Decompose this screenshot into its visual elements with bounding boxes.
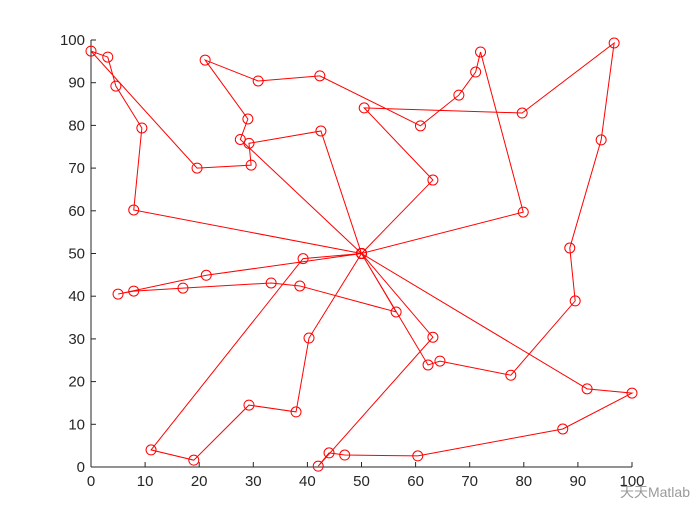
point-marker	[358, 102, 370, 114]
point-marker	[102, 51, 114, 63]
y-tick-label: 40	[68, 288, 85, 305]
point-marker	[234, 133, 246, 145]
point-marker	[517, 206, 529, 218]
point-marker	[297, 253, 309, 265]
point-marker	[422, 359, 434, 371]
point-marker	[242, 113, 254, 125]
x-tick-label: 70	[461, 473, 478, 490]
point-marker	[475, 46, 487, 58]
x-tick-label: 30	[245, 473, 262, 490]
point-marker	[200, 269, 212, 281]
point-marker	[136, 122, 148, 134]
point-marker	[608, 37, 620, 49]
point-marker	[265, 277, 277, 289]
point-marker	[314, 70, 326, 82]
point-marker	[569, 295, 581, 307]
x-tick-label: 80	[515, 473, 532, 490]
point-marker	[128, 204, 140, 216]
point-marker	[290, 406, 302, 418]
point-marker	[303, 332, 315, 344]
point-marker	[145, 444, 157, 456]
point-marker	[188, 454, 200, 466]
point-marker	[85, 45, 97, 57]
point-marker	[390, 306, 402, 318]
x-tick-label: 0	[87, 473, 95, 490]
point-marker	[199, 54, 211, 66]
point-marker	[294, 280, 306, 292]
point-marker	[315, 125, 327, 137]
y-tick-label: 10	[68, 416, 85, 433]
point-marker	[243, 399, 255, 411]
point-marker	[312, 460, 324, 472]
x-tick-label: 100	[619, 473, 644, 490]
x-tick-label: 10	[137, 473, 154, 490]
point-marker	[505, 369, 517, 381]
point-marker	[427, 331, 439, 343]
point-marker	[323, 447, 335, 459]
x-tick-label: 40	[299, 473, 316, 490]
y-tick-label: 30	[68, 331, 85, 348]
point-marker	[516, 107, 528, 119]
y-tick-label: 80	[68, 117, 85, 134]
y-tick-label: 100	[60, 32, 85, 49]
point-marker	[177, 282, 189, 294]
x-tick-label: 90	[570, 473, 587, 490]
y-tick-label: 90	[68, 75, 85, 92]
point-marker	[191, 162, 203, 174]
y-tick-label: 50	[68, 246, 85, 263]
point-marker	[453, 89, 465, 101]
point-marker	[470, 66, 482, 78]
y-tick-label: 60	[68, 203, 85, 220]
point-marker	[356, 248, 367, 259]
point-marker	[564, 242, 576, 254]
watermark: 天天Matlab	[620, 484, 690, 500]
x-tick-label: 20	[191, 473, 208, 490]
route-line	[90, 41, 634, 467]
y-tick-label: 20	[68, 374, 85, 391]
y-tick-label: 70	[68, 160, 85, 177]
point-marker	[110, 80, 122, 92]
point-marker	[595, 134, 607, 146]
point-marker	[434, 355, 446, 367]
y-tick-label: 0	[77, 459, 85, 476]
point-marker	[128, 285, 140, 297]
x-tick-label: 50	[353, 473, 370, 490]
point-marker	[245, 159, 257, 171]
x-tick-label: 60	[407, 473, 424, 490]
point-marker	[412, 450, 424, 462]
point-marker	[252, 75, 264, 87]
point-marker	[581, 383, 593, 395]
point-marker	[427, 174, 439, 186]
point-marker	[414, 120, 426, 132]
point-marker	[557, 423, 569, 435]
point-marker	[112, 288, 124, 300]
point-marker	[339, 449, 351, 461]
point-marker	[626, 387, 638, 399]
